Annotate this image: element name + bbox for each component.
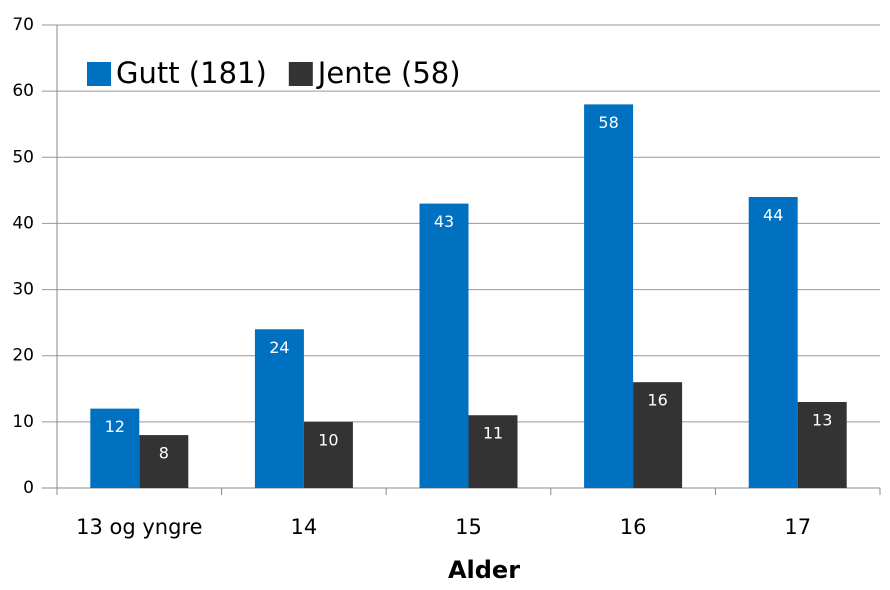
bar (633, 382, 683, 488)
data-label: 24 (269, 338, 289, 357)
x-tick-label: 13 og yngre (76, 515, 202, 539)
bar (748, 196, 798, 488)
y-tick-label: 60 (12, 81, 34, 101)
data-label: 13 (812, 411, 832, 430)
bar (254, 329, 304, 488)
y-tick-label: 0 (23, 478, 34, 498)
x-tick-label: 14 (291, 515, 318, 539)
bar (797, 402, 847, 488)
legend-swatch (288, 62, 313, 86)
legend-label: Gutt (181) (116, 56, 267, 90)
data-label: 11 (483, 424, 503, 443)
x-tick-label: 17 (784, 515, 811, 539)
bar (139, 435, 189, 488)
legend-swatch (87, 62, 111, 86)
bar (90, 408, 140, 488)
data-label: 10 (318, 430, 338, 449)
data-label: 43 (434, 212, 454, 231)
y-tick-label: 70 (12, 15, 34, 35)
data-label: 58 (598, 113, 618, 132)
data-label: 8 (159, 444, 169, 463)
legend-label: Jente (58) (316, 56, 461, 90)
x-axis-title: Alder (448, 556, 520, 584)
bar (419, 203, 469, 489)
bar (303, 421, 353, 488)
y-tick-label: 40 (12, 213, 34, 233)
x-tick-label: 16 (620, 515, 647, 539)
data-label: 12 (105, 417, 125, 436)
y-tick-label: 30 (12, 280, 34, 300)
bar (584, 104, 634, 488)
x-tick-label: 15 (455, 515, 482, 539)
bar (468, 415, 518, 488)
y-tick-label: 50 (12, 147, 34, 167)
data-label: 44 (763, 205, 783, 224)
y-tick-label: 20 (12, 346, 34, 366)
data-label: 16 (647, 391, 667, 410)
y-tick-label: 10 (12, 412, 34, 432)
